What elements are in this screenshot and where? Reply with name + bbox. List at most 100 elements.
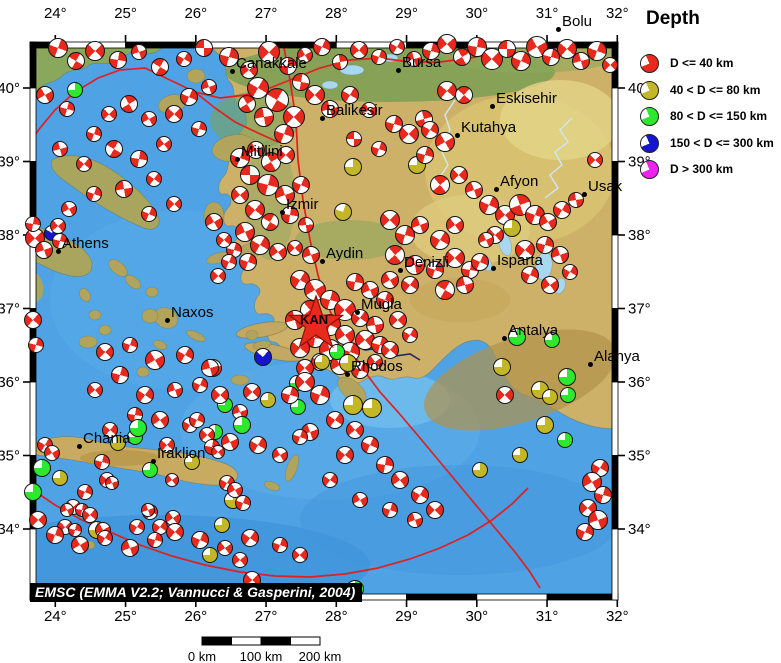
focal-mechanism-beachball (521, 266, 539, 284)
focal-mechanism-beachball (588, 510, 608, 530)
focal-mechanism-beachball (401, 276, 419, 294)
focal-mechanism-beachball (321, 100, 339, 118)
focal-mechanism-beachball (141, 206, 157, 222)
city-dot (151, 459, 156, 464)
focal-mechanism-beachball (346, 421, 364, 439)
focal-mechanism-beachball (221, 433, 239, 451)
city-label: Denizli (404, 254, 450, 271)
focal-mechanism-beachball (391, 471, 409, 489)
focal-mechanism-beachball (77, 484, 93, 500)
focal-mechanism-beachball (120, 95, 138, 113)
focal-mechanism-beachball (292, 176, 310, 194)
city-label: Canakkale (236, 55, 307, 72)
focal-mechanism-beachball (121, 539, 139, 557)
axis-tick-label: 35° (628, 448, 651, 465)
axis-tick-label: 30° (465, 5, 488, 22)
focal-mechanism-beachball (141, 503, 155, 517)
focal-mechanism-beachball (421, 121, 439, 139)
focal-mechanism-beachball (33, 459, 51, 477)
legend-items: D <= 40 km 40 < D <= 80 km 80 < D <= 150 k… (634, 30, 780, 187)
focal-mechanism-beachball (416, 146, 434, 164)
focal-mechanism-beachball (281, 206, 299, 224)
focal-mechanism-beachball (450, 166, 468, 184)
city-dot (491, 266, 496, 271)
focal-mechanism-beachball (551, 246, 569, 264)
axis-tick-label: 32° (606, 5, 629, 22)
focal-mechanism-beachball (210, 268, 226, 284)
focal-mechanism-beachball (102, 422, 118, 438)
focal-mechanism-beachball (385, 115, 403, 133)
city-label: Antalya (508, 322, 559, 339)
focal-mechanism-beachball (542, 48, 560, 66)
focal-mechanism-beachball (283, 106, 305, 128)
focal-mechanism-beachball (191, 531, 209, 549)
focal-mechanism-beachball (176, 346, 194, 364)
focal-mechanism-beachball (232, 552, 248, 568)
focal-mechanism-beachball (542, 389, 558, 405)
focal-mechanism-beachball (156, 136, 172, 152)
focal-mechanism-beachball (279, 57, 297, 75)
focal-mechanism-beachball (376, 456, 394, 474)
focal-mechanism-beachball (385, 245, 405, 265)
focal-mechanism-beachball (130, 150, 148, 168)
focal-mechanism-beachball (361, 102, 377, 118)
focal-mechanism-beachball (602, 57, 618, 73)
city-label: Kutahya (461, 119, 517, 136)
focal-mechanism-beachball (445, 248, 465, 268)
focal-mechanism-beachball (129, 519, 145, 535)
focal-mechanism-beachball (334, 203, 352, 221)
axis-tick-label: 29° (395, 608, 418, 625)
focal-mechanism-beachball (61, 201, 77, 217)
city-dot (345, 372, 350, 377)
scale-bar-label: 200 km (298, 649, 342, 663)
focal-mechanism-beachball (274, 124, 294, 144)
focal-mechanism-beachball (496, 386, 514, 404)
city-label: Isparta (497, 252, 543, 269)
focal-mechanism-beachball (511, 51, 531, 71)
focal-mechanism-beachball (594, 486, 612, 504)
focal-mechanism-beachball (71, 536, 89, 554)
scale-bar-segment (260, 636, 291, 646)
focal-mechanism-beachball (558, 368, 576, 386)
focal-mechanism-beachball (587, 152, 603, 168)
focal-mechanism-beachball (381, 271, 399, 289)
focal-mechanism-beachball (292, 547, 308, 563)
epicenter-label: KAN (300, 312, 329, 327)
focal-mechanism-beachball (258, 41, 280, 63)
city-dot (165, 318, 170, 323)
focal-mechanism-beachball (426, 261, 444, 279)
city-dot (556, 27, 561, 32)
focal-mechanism-beachball (235, 222, 255, 242)
focal-mechanism-beachball (176, 51, 192, 67)
focal-mechanism-beachball (101, 106, 117, 122)
focal-mechanism-beachball (498, 40, 516, 58)
focal-mechanism-beachball (24, 483, 42, 501)
axis-tick-label: 30° (465, 608, 488, 625)
focal-mechanism-beachball (346, 131, 362, 147)
focal-mechanism-beachball (243, 383, 261, 401)
focal-mechanism-beachball (272, 447, 288, 463)
axis-tick-label: 34° (0, 521, 20, 538)
focal-mechanism-beachball (247, 141, 265, 159)
focal-mechanism-beachball (44, 445, 60, 461)
focal-mechanism-beachball (146, 171, 162, 187)
focal-mechanism-beachball (305, 85, 325, 105)
focal-mechanism-beachball (240, 61, 258, 79)
focal-mechanism-beachball (50, 218, 66, 234)
focal-mechanism-beachball (536, 416, 554, 434)
axis-tick-label: 36° (628, 374, 651, 391)
focal-mechanism-beachball (399, 124, 419, 144)
legend-item-label: 80 < D <= 150 km (670, 109, 768, 123)
city-dot (77, 444, 82, 449)
focal-mechanism-beachball (115, 180, 133, 198)
axis-tick-label: 35° (0, 448, 20, 465)
city-label: Bolu (562, 13, 593, 30)
focal-mechanism-beachball (96, 343, 114, 361)
focal-mechanism-beachball (453, 48, 471, 66)
focal-mechanism-beachball (67, 52, 85, 70)
focal-mechanism-beachball (437, 34, 457, 54)
focal-mechanism-beachball (435, 280, 455, 300)
scale-bar-segment (201, 636, 232, 646)
axis-tick-label: 25° (114, 608, 137, 625)
